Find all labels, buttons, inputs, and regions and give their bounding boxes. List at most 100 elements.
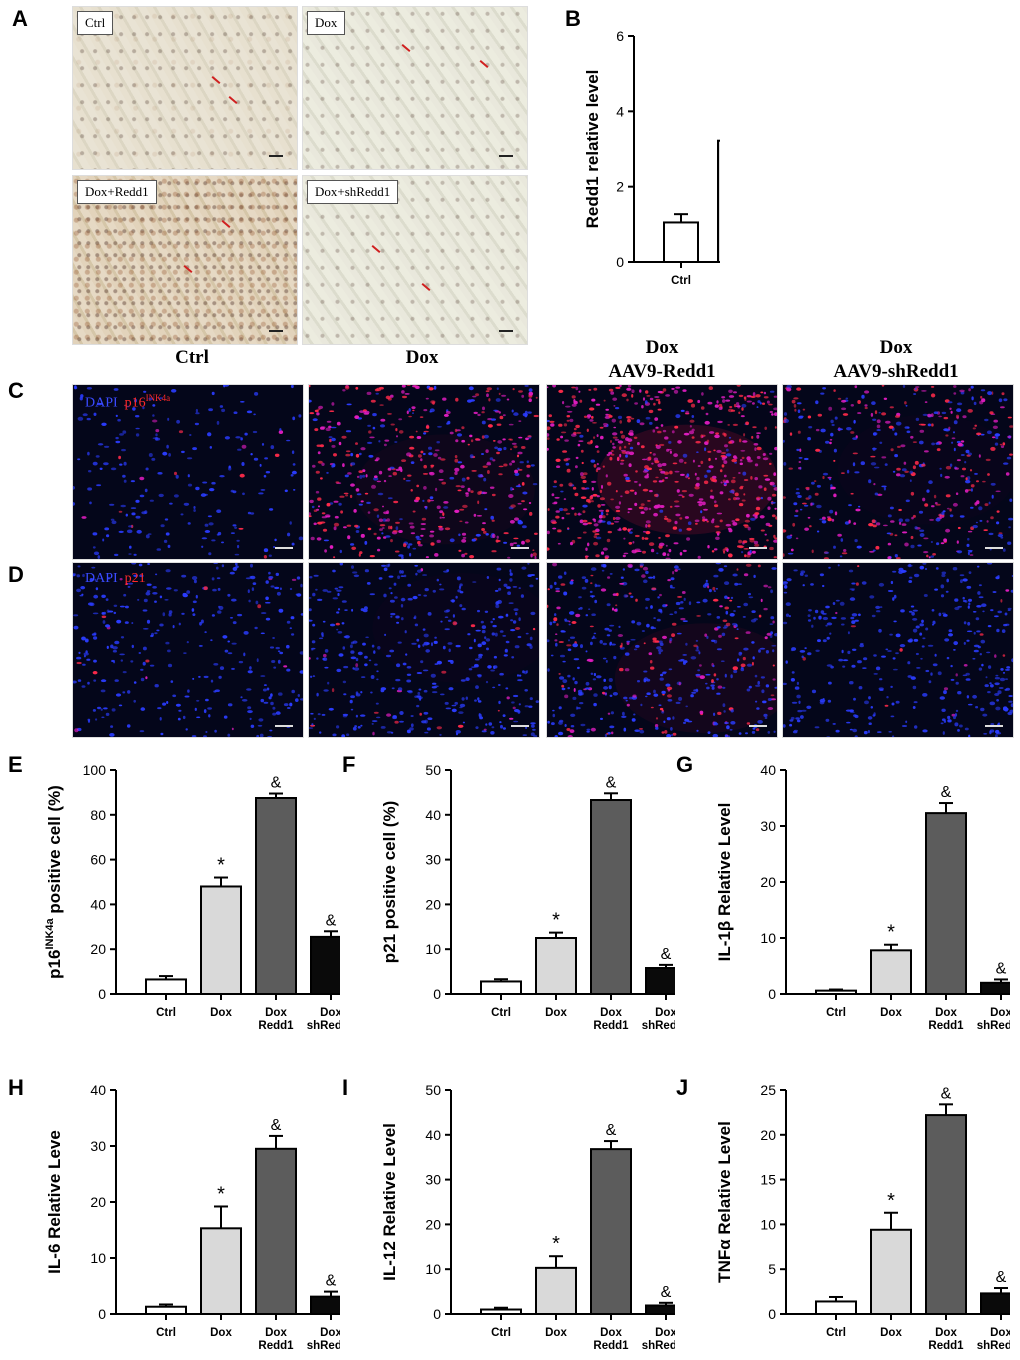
y-tick-label: 20: [425, 896, 441, 912]
y-tick-label: 40: [425, 1127, 441, 1143]
bar: [535, 1266, 577, 1316]
panel-letter-a: A: [12, 6, 28, 31]
x-tick-label: Redd1: [593, 1340, 629, 1352]
x-tick-label: Redd1: [258, 1020, 294, 1032]
bar: [310, 935, 340, 996]
significance-mark: &: [941, 1085, 952, 1102]
y-tick-label: 40: [760, 762, 776, 778]
marker-label: p16: [124, 395, 146, 411]
x-tick-label: Dox: [880, 1327, 902, 1339]
panel-letter-f: F: [342, 752, 356, 777]
y-axis-label-main: IL-6 Relative Leve: [45, 1130, 64, 1274]
significance-mark: &: [326, 1273, 337, 1290]
x-tick-label: Dox: [320, 1007, 340, 1019]
y-tick-label: 0: [433, 986, 441, 1002]
bar: [717, 139, 720, 263]
x-tick-label: Dox: [880, 1007, 902, 1019]
scale-bar: [275, 547, 293, 549]
scale-bar: [985, 547, 1003, 549]
fluorescence-texture: [783, 563, 1013, 737]
y-tick-label: 20: [90, 941, 106, 957]
bar: [480, 980, 522, 995]
x-tick-label: shRedd1: [307, 1340, 340, 1352]
x-tick-label: Dox: [655, 1327, 675, 1339]
x-tick-label: Dox: [990, 1327, 1010, 1339]
column-header-dox-aav9-shredd1: Dox AAV9-shRedd1: [796, 336, 996, 384]
bar: [870, 1228, 912, 1315]
panel-letter-e: E: [8, 752, 23, 777]
y-axis-label: p21 positive cell (%): [380, 801, 399, 964]
significance-mark: &: [661, 946, 672, 963]
y-tick-label: 20: [90, 1194, 106, 1210]
column-header-line2: AAV9-Redd1: [608, 361, 716, 382]
red-arrow-icon: [421, 283, 431, 291]
fluor-d-dox-redd1: [546, 562, 778, 738]
y-tick-label: 10: [760, 1216, 776, 1232]
y-tick-label: 10: [760, 930, 776, 946]
y-tick-label: 2: [616, 179, 624, 195]
x-tick-label: shRedd1: [642, 1020, 675, 1032]
bar: [535, 937, 577, 995]
significance-mark: &: [606, 1122, 617, 1139]
y-tick-label: 0: [433, 1306, 441, 1322]
scale-bar: [269, 330, 283, 332]
red-arrow-icon: [221, 220, 231, 228]
fluorescence-texture: [73, 385, 303, 559]
bar: [590, 1148, 632, 1315]
fluorescence-texture: [309, 385, 539, 559]
scale-bar: [511, 725, 529, 727]
x-tick-label: Redd1: [593, 1020, 629, 1032]
y-tick-label: 80: [90, 807, 106, 823]
significance-mark: *: [887, 922, 895, 944]
scale-bar: [269, 155, 283, 157]
y-tick-label: 0: [768, 1306, 776, 1322]
bar: [925, 812, 967, 996]
significance-mark: *: [887, 1190, 895, 1212]
y-tick-label: 4: [616, 103, 624, 119]
stain-legend: DAPI p16INK4a: [85, 393, 170, 412]
ihc-label-ctrl: Ctrl: [77, 11, 114, 35]
column-header-line1: Dox: [405, 347, 439, 368]
x-tick-label: Redd1: [258, 1340, 294, 1352]
y-tick-label: 15: [760, 1172, 776, 1188]
scale-bar: [275, 725, 293, 727]
fluorescence-texture: [783, 385, 1013, 559]
x-tick-label: Dox: [210, 1007, 232, 1019]
fluor-d-ctrl: DAPI p21: [72, 562, 304, 738]
y-axis-label-main: IL-12 Relative Level: [380, 1123, 399, 1281]
scale-bar: [749, 547, 767, 549]
column-header-ctrl: Ctrl: [92, 346, 292, 370]
y-tick-label: 20: [425, 1216, 441, 1232]
x-tick-label: Dox: [600, 1327, 622, 1339]
y-axis-label-main: TNFα Relative Level: [715, 1121, 734, 1283]
red-arrow-icon: [479, 60, 489, 68]
y-tick-label: 20: [760, 874, 776, 890]
x-tick-label: Ctrl: [826, 1327, 846, 1339]
red-arrow-icon: [228, 96, 238, 104]
chart-i-il12: 0 10 20 30 40 50 IL-12 Relative Level Ctrl * Dox &…: [380, 1082, 675, 1352]
scale-bar: [985, 725, 1003, 727]
x-tick-label: Dox: [265, 1327, 287, 1339]
y-axis-label-main: p16: [45, 950, 64, 979]
fluor-d-dox: [308, 562, 540, 738]
ihc-image-ctrl: Ctrl: [72, 6, 298, 170]
y-tick-label: 5: [768, 1261, 776, 1277]
scale-bar: [499, 155, 513, 157]
x-tick-label: Dox: [655, 1007, 675, 1019]
y-tick-label: 0: [768, 986, 776, 1002]
fluor-d-dox-shredd1: [782, 562, 1014, 738]
bar: [145, 1305, 187, 1316]
significance-mark: &: [606, 774, 617, 791]
y-tick-label: 10: [425, 941, 441, 957]
chart-e-p16: 0 20 40 60 80 100 p16INK4a positive cell (%) Ct…: [44, 762, 340, 1032]
significance-mark: &: [941, 784, 952, 801]
column-header-line1: Dox: [645, 337, 679, 358]
bar: [310, 1295, 340, 1315]
panel-letter-g: G: [676, 752, 694, 777]
fluorescence-texture: [547, 385, 777, 559]
x-tick-label: Dox: [545, 1007, 567, 1019]
y-tick-label: 50: [425, 1082, 441, 1098]
x-tick-label: Dox: [320, 1327, 340, 1339]
chart-g-il1b: 0 10 20 30 40 IL-1β Relative Level Ctrl * Dox & Do…: [715, 762, 1010, 1032]
